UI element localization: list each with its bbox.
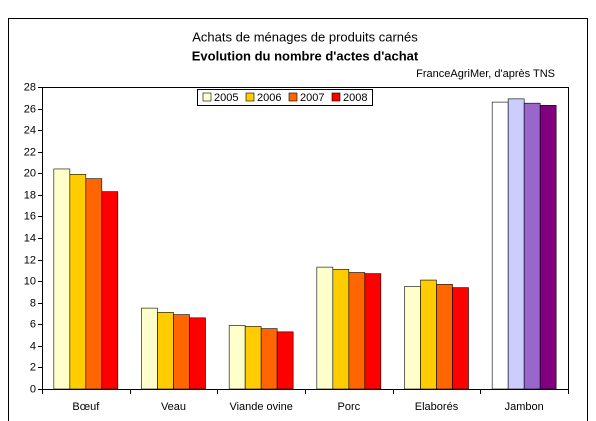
chart-title: Achats de ménages de produits carnés — [192, 29, 418, 44]
x-tick-label: Bœuf — [72, 401, 100, 413]
legend-swatch — [331, 92, 341, 102]
y-tick-label: 16 — [24, 210, 36, 222]
bar — [276, 331, 294, 390]
y-tick-label: 26 — [24, 103, 36, 115]
bar — [436, 284, 453, 390]
y-tick-label: 14 — [24, 232, 36, 244]
x-tick-label: Jambon — [505, 401, 544, 413]
bar — [53, 168, 71, 390]
y-tick-label: 8 — [30, 297, 36, 309]
y-tick-label: 18 — [24, 189, 36, 201]
y-tick-label: 0 — [30, 383, 36, 395]
bar — [69, 174, 87, 390]
x-tick-label: Porc — [338, 401, 361, 413]
x-tick-label: Viande ovine — [229, 401, 292, 413]
bar — [507, 98, 525, 390]
legend-box — [197, 89, 373, 106]
bar — [157, 312, 174, 390]
legend-label: 2005 — [214, 92, 238, 104]
bar — [260, 328, 278, 390]
bar — [141, 307, 158, 390]
chart-source: FranceAgriMer, d'après TNS — [416, 68, 555, 80]
bar — [348, 272, 366, 390]
bar — [316, 266, 334, 390]
legend-swatch — [245, 92, 255, 102]
plot-area — [42, 87, 569, 390]
y-tick-label: 12 — [24, 254, 36, 266]
bar — [101, 191, 119, 390]
legend-label: 2007 — [300, 92, 324, 104]
bar — [420, 279, 437, 390]
x-tick-label: Elaborés — [415, 401, 459, 413]
y-tick-label: 10 — [24, 275, 36, 287]
bar — [173, 314, 190, 390]
y-tick-label: 2 — [30, 361, 36, 373]
chart-subtitle: Evolution du nombre d'actes d'achat — [192, 48, 419, 63]
bar — [404, 286, 421, 390]
y-tick-label: 28 — [24, 81, 36, 93]
legend-swatch — [288, 92, 298, 102]
bar — [228, 325, 246, 390]
chart-frame — [8, 18, 588, 421]
bar — [523, 102, 541, 390]
legend-label: 2006 — [257, 92, 281, 104]
bar — [189, 317, 206, 390]
y-tick-label: 22 — [24, 146, 36, 158]
legend-label: 2008 — [343, 92, 367, 104]
bar — [85, 178, 103, 390]
x-tick-label: Veau — [161, 401, 186, 413]
bar — [491, 101, 509, 390]
bar — [452, 287, 469, 390]
bar — [244, 326, 262, 390]
y-tick-label: 4 — [30, 340, 36, 352]
y-tick-label: 6 — [30, 318, 36, 330]
y-tick-label: 24 — [24, 124, 36, 136]
legend-swatch — [202, 92, 212, 102]
bar — [364, 273, 382, 390]
y-tick-label: 20 — [24, 167, 36, 179]
bar — [332, 268, 350, 390]
bar — [539, 105, 557, 390]
